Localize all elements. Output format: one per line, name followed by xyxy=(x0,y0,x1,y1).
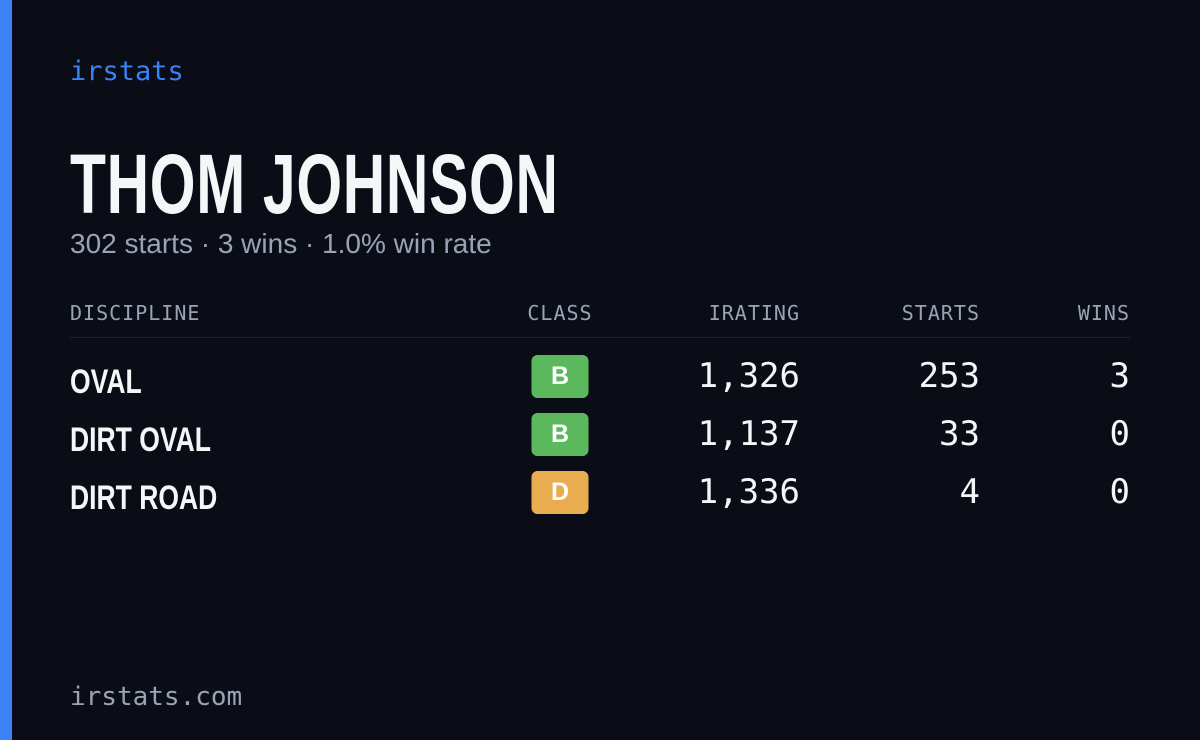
column-header: DISCIPLINE xyxy=(70,301,201,325)
driver-summary: 302 starts · 3 wins · 1.0% win rate xyxy=(70,228,492,259)
stat-value: 0 xyxy=(1109,472,1130,512)
column-header: CLASS xyxy=(527,301,593,325)
divider xyxy=(70,337,1130,338)
stat-value: 1,137 xyxy=(697,414,800,454)
stat-value: 1,336 xyxy=(697,472,800,512)
column-header: STARTS xyxy=(901,301,980,325)
brand: irstats xyxy=(70,56,184,87)
discipline: DIRT OVAL xyxy=(70,421,211,459)
stat-value: 33 xyxy=(939,414,980,454)
stat-value: 4 xyxy=(959,472,980,512)
driver-name: THOM JOHNSON xyxy=(70,137,559,231)
discipline: DIRT ROAD xyxy=(70,479,218,517)
stat-value: 3 xyxy=(1109,356,1130,396)
stat-value: 1,326 xyxy=(697,356,800,396)
class-badge: D xyxy=(531,471,589,514)
stat-value: 0 xyxy=(1109,414,1130,454)
column-header: WINS xyxy=(1077,301,1130,325)
stat-value: 253 xyxy=(918,356,980,396)
footer-link: irstats.com xyxy=(70,682,243,712)
column-header: IRATING xyxy=(708,301,800,325)
class-badge: B xyxy=(531,413,589,456)
class-badge: B xyxy=(531,355,589,398)
discipline: OVAL xyxy=(70,363,142,401)
accent-bar xyxy=(0,0,12,740)
